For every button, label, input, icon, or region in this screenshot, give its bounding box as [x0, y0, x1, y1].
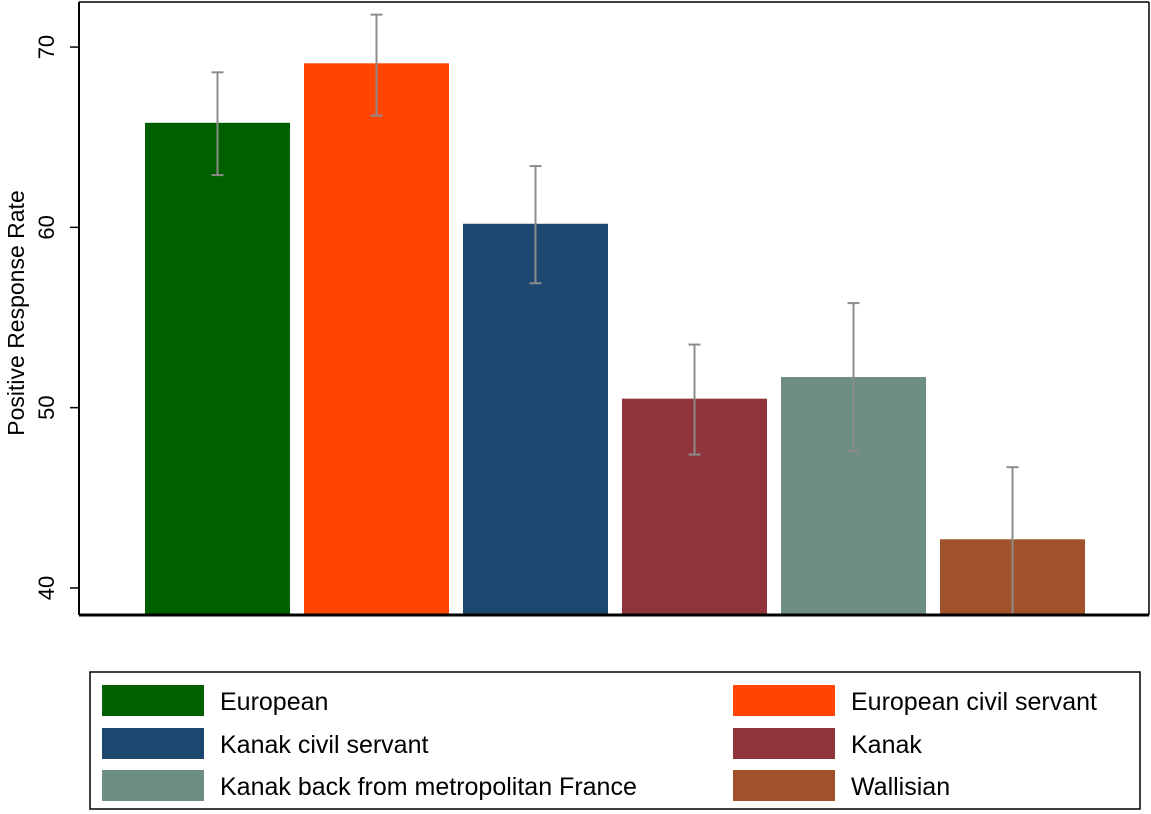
y-tick-label-70: 70 — [34, 35, 59, 59]
legend-item-5: Kanak back from metropolitan France — [102, 770, 637, 801]
y-tick-label-40: 40 — [34, 576, 59, 600]
legend-item-4: Kanak — [733, 728, 922, 759]
error-bar-4 — [688, 343, 701, 456]
y-axis: 40 50 60 70 — [34, 2, 1149, 617]
error-bar-2 — [370, 13, 383, 117]
legend-item-2: European civil servant — [733, 685, 1097, 716]
error-bars — [211, 13, 1019, 615]
legend-swatch — [102, 770, 204, 801]
y-axis-title: Positive Response Rate — [3, 190, 29, 435]
legend-swatch — [733, 685, 835, 716]
legend-swatch — [733, 770, 835, 801]
legend-label: Kanak — [851, 731, 922, 759]
legend-label: Kanak back from metropolitan France — [220, 773, 637, 801]
legend-label: Kanak civil servant — [220, 731, 428, 759]
bar-1 — [145, 122, 290, 615]
legend-item-3: Kanak civil servant — [102, 728, 428, 759]
legend-swatch — [102, 728, 204, 759]
error-bar-5 — [847, 302, 860, 452]
legend-label: Wallisian — [851, 773, 950, 801]
bar-3 — [463, 223, 608, 615]
legend-swatch — [102, 685, 204, 716]
legend-item-6: Wallisian — [733, 770, 950, 801]
legend-label: European civil servant — [851, 688, 1097, 716]
bars — [145, 63, 1085, 616]
legend-swatch — [733, 728, 835, 759]
bar-2 — [304, 63, 449, 616]
legend-item-1: European — [102, 685, 328, 716]
legend-box — [89, 671, 1141, 810]
error-bar-1 — [211, 71, 224, 177]
y-tick-label-50: 50 — [34, 395, 59, 419]
legend-label: European — [220, 688, 328, 716]
y-tick-label-60: 60 — [34, 215, 59, 239]
plot-frame — [79, 1, 1150, 615]
error-bar-3 — [529, 165, 542, 285]
error-bar-6 — [1006, 466, 1019, 615]
legend: European European civil servant Kanak civi… — [89, 671, 1141, 810]
